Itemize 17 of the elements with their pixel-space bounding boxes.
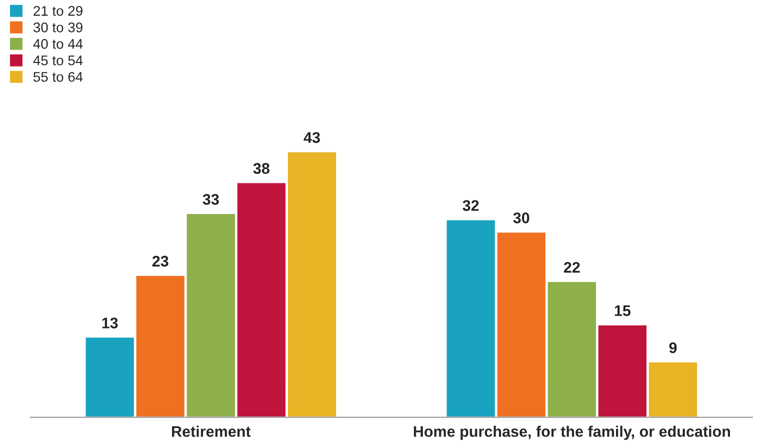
data-label: 15 bbox=[614, 305, 631, 316]
data-label: 13 bbox=[102, 318, 118, 328]
data-label: 22 bbox=[564, 262, 580, 273]
data-label: 9 bbox=[669, 342, 677, 354]
data-label: 38 bbox=[253, 163, 270, 174]
data-label: 30 bbox=[513, 212, 530, 224]
x-tick-label: Retirement bbox=[172, 426, 251, 437]
data-label: 32 bbox=[462, 200, 479, 211]
data-label: 33 bbox=[202, 194, 219, 205]
legend-label: 30 to 39 bbox=[33, 22, 82, 32]
legend-label: 55 to 64 bbox=[33, 72, 83, 82]
legend-label: 45 to 54 bbox=[33, 56, 83, 66]
data-label: 43 bbox=[304, 132, 320, 143]
legend-label: 21 to 29 bbox=[34, 6, 82, 16]
x-tick-label: Home purchase, for the family, or education bbox=[414, 426, 730, 440]
data-label: 23 bbox=[152, 256, 168, 267]
legend-label: 40 to 44 bbox=[33, 38, 83, 49]
